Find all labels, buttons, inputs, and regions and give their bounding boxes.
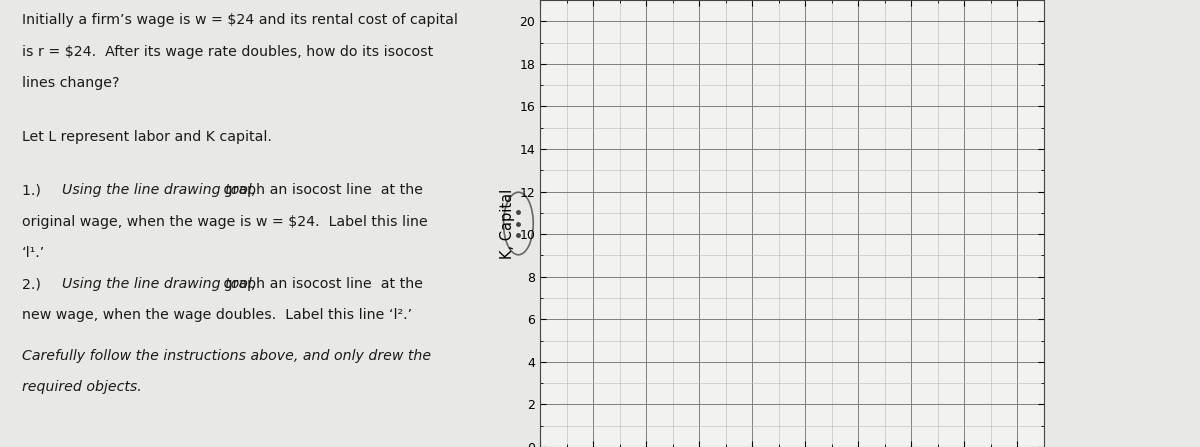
Text: new wage, when the wage doubles.  Label this line ‘l².’: new wage, when the wage doubles. Label t… xyxy=(22,308,412,322)
Text: graph an isocost line  at the: graph an isocost line at the xyxy=(218,183,422,197)
Text: Carefully follow the instructions above, and only drew the: Carefully follow the instructions above,… xyxy=(22,349,431,363)
Text: 1.): 1.) xyxy=(22,183,44,197)
Text: lines change?: lines change? xyxy=(22,76,119,90)
Text: Let L represent labor and K capital.: Let L represent labor and K capital. xyxy=(22,130,271,143)
Text: Using the line drawing tool,: Using the line drawing tool, xyxy=(62,277,257,291)
Text: 2.): 2.) xyxy=(22,277,44,291)
Text: is r = $24.  After its wage rate doubles, how do its isocost: is r = $24. After its wage rate doubles,… xyxy=(22,45,433,59)
Ellipse shape xyxy=(504,192,533,255)
Text: Using the line drawing tool,: Using the line drawing tool, xyxy=(62,183,257,197)
Text: original wage, when the wage is w = $24.  Label this line: original wage, when the wage is w = $24.… xyxy=(22,215,427,228)
Text: ‘l¹.’: ‘l¹.’ xyxy=(22,246,44,260)
Text: Initially a firm’s wage is w = $24 and its rental cost of capital: Initially a firm’s wage is w = $24 and i… xyxy=(22,13,457,27)
Y-axis label: K, Capital: K, Capital xyxy=(500,188,515,259)
Text: required objects.: required objects. xyxy=(22,380,142,394)
Text: graph an isocost line  at the: graph an isocost line at the xyxy=(218,277,422,291)
